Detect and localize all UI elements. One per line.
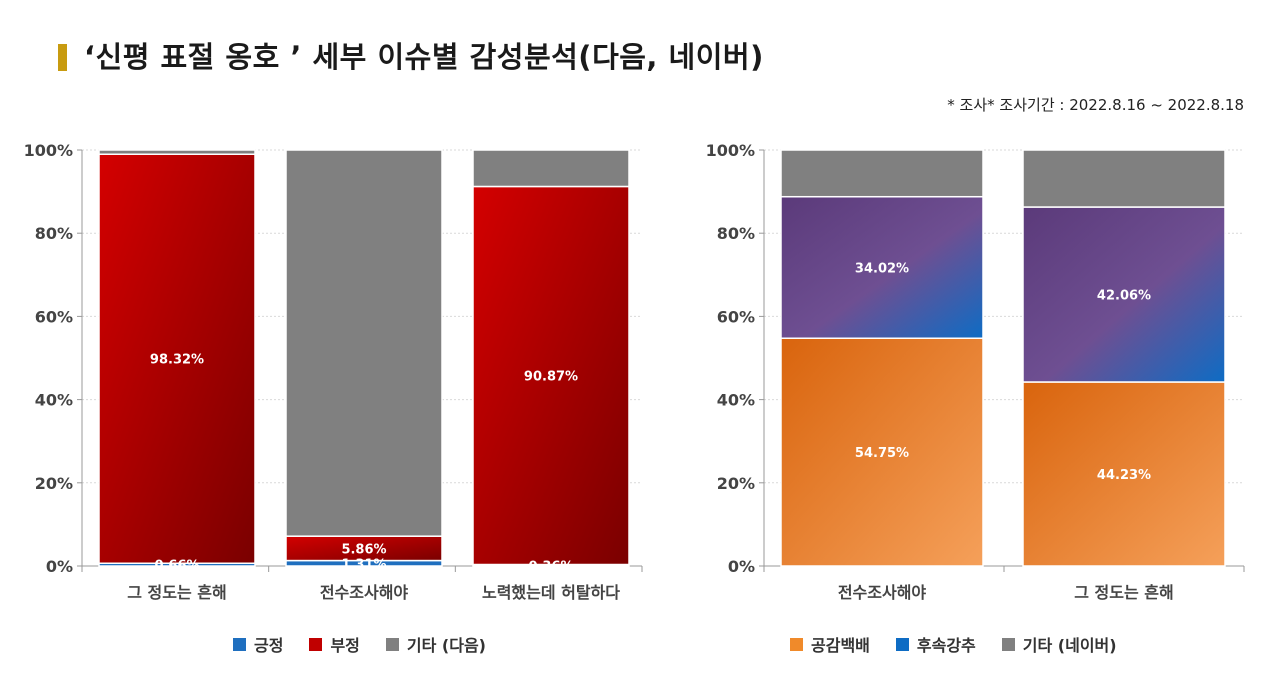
legend-item: 후속강추 <box>895 632 976 656</box>
legend-item: 공감백배 <box>790 632 870 656</box>
bar-부정-2 <box>472 185 630 566</box>
bar-기타-(다음)-2 <box>472 149 630 188</box>
legend-label: 긍정 <box>254 636 284 655</box>
y-tick-label: 40% <box>717 391 755 410</box>
legend-label: 기타 (다음) <box>406 636 486 655</box>
y-tick-label: 100% <box>24 141 73 160</box>
bar-부정-1 <box>285 535 443 562</box>
y-tick-label: 60% <box>717 307 755 326</box>
legend-item: 긍정 <box>233 632 283 656</box>
data-label: 54.75% <box>855 446 909 461</box>
legend-swatch <box>385 637 399 651</box>
y-tick-label: 60% <box>35 307 73 326</box>
data-label: 1.31% <box>341 557 386 572</box>
category-label: 전수조사해야 <box>838 583 927 602</box>
legend-swatch <box>1001 637 1015 651</box>
y-tick-label: 100% <box>706 141 755 160</box>
data-label: 0.66% <box>154 559 199 574</box>
data-label: 34.02% <box>855 261 909 276</box>
data-label: 90.87% <box>524 369 578 384</box>
daum-legend: 긍정 부정 기타 (다음) <box>233 632 486 656</box>
legend-swatch <box>309 637 323 651</box>
y-tick-label: 0% <box>728 557 755 576</box>
legend-label: 부정 <box>330 636 360 655</box>
legend-swatch <box>895 637 909 651</box>
legend-swatch <box>790 637 803 651</box>
data-label: 44.23% <box>1097 468 1151 483</box>
y-tick-label: 80% <box>717 224 755 243</box>
data-label: 42.06% <box>1097 289 1151 304</box>
legend-item: 기타 (네이버) <box>1001 632 1117 656</box>
title-accent-bar <box>58 44 67 71</box>
bar-후속강추-0 <box>780 195 984 339</box>
data-label: 98.32% <box>150 353 204 368</box>
legend-label: 후속강추 <box>916 636 976 655</box>
y-tick-label: 20% <box>717 474 755 493</box>
bar-후속강추-1 <box>1022 206 1226 383</box>
naver-legend: 공감백배 후속강추 기타 (네이버) <box>790 632 1117 656</box>
legend-swatch <box>233 637 246 651</box>
data-label: 5.86% <box>341 542 386 557</box>
y-tick-label: 40% <box>35 391 73 410</box>
bar-공감백배-0 <box>780 337 984 567</box>
legend-item: 기타 (다음) <box>385 632 486 656</box>
category-label: 전수조사해야 <box>320 583 409 602</box>
y-tick-label: 20% <box>35 474 73 493</box>
bar-부정-0 <box>98 153 256 565</box>
category-label: 그 정도는 흔해 <box>1074 583 1173 602</box>
y-tick-label: 0% <box>46 557 73 576</box>
data-label: 0.36% <box>528 559 573 574</box>
legend-label: 공감백배 <box>811 636 870 655</box>
category-label: 노력했는데 허탈하다 <box>482 583 620 602</box>
page-title: ‘신평 표절 옹호 ’ 세부 이슈별 감성분석(다음, 네이버) <box>84 40 764 74</box>
bar-공감백배-1 <box>1022 381 1226 567</box>
bar-기타-(다음)-1 <box>285 149 443 537</box>
bar-기타-(네이버)-1 <box>1022 149 1226 208</box>
survey-period-note: * 조사* 조사기간 : 2022.8.16 ~ 2022.8.18 <box>947 96 1244 114</box>
legend-item: 부정 <box>309 632 360 656</box>
legend-label: 기타 (네이버) <box>1022 636 1117 655</box>
category-label: 그 정도는 흔해 <box>127 583 226 602</box>
bar-기타-(네이버)-0 <box>780 149 984 198</box>
y-tick-label: 80% <box>35 224 73 243</box>
bar-기타-(다음)-0 <box>98 149 256 155</box>
